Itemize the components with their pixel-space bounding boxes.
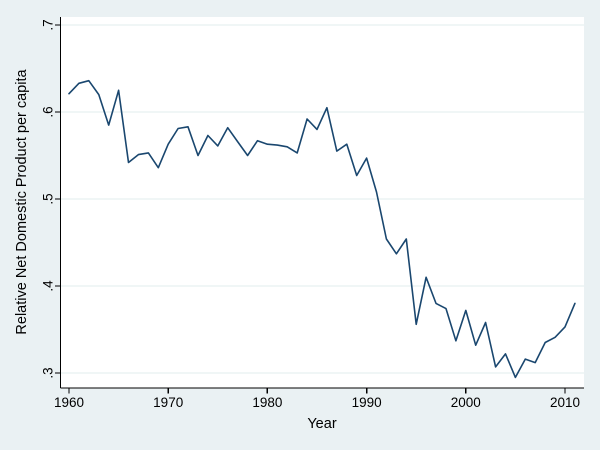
grid-lines bbox=[60, 24, 584, 374]
y-tick-label: .4 bbox=[41, 280, 56, 292]
x-tick-labels: 1960 1970 1980 1990 2000 2010 bbox=[54, 395, 580, 410]
x-tick-label: 1970 bbox=[153, 395, 183, 410]
x-tick-label: 1960 bbox=[54, 395, 84, 410]
x-tick-label: 2010 bbox=[550, 395, 580, 410]
axes bbox=[59, 17, 584, 389]
y-tick-labels: .3 .4 .5 .6 .7 bbox=[41, 19, 56, 378]
x-tick-label: 1990 bbox=[352, 395, 382, 410]
series-polyline bbox=[68, 79, 576, 379]
tick-marks bbox=[55, 24, 566, 394]
y-tick-label: .6 bbox=[41, 106, 56, 117]
data-series-line bbox=[68, 79, 576, 379]
y-tick-label: .3 bbox=[41, 367, 56, 378]
x-axis-title: Year bbox=[307, 416, 336, 432]
y-tick-label: .5 bbox=[41, 193, 56, 204]
y-axis-title: Relative Net Domestic Product per capita bbox=[14, 69, 30, 335]
y-tick-label: .7 bbox=[41, 19, 56, 30]
x-tick-label: 1980 bbox=[252, 395, 282, 410]
plot-area bbox=[60, 17, 584, 388]
x-tick-label: 2000 bbox=[451, 395, 481, 410]
